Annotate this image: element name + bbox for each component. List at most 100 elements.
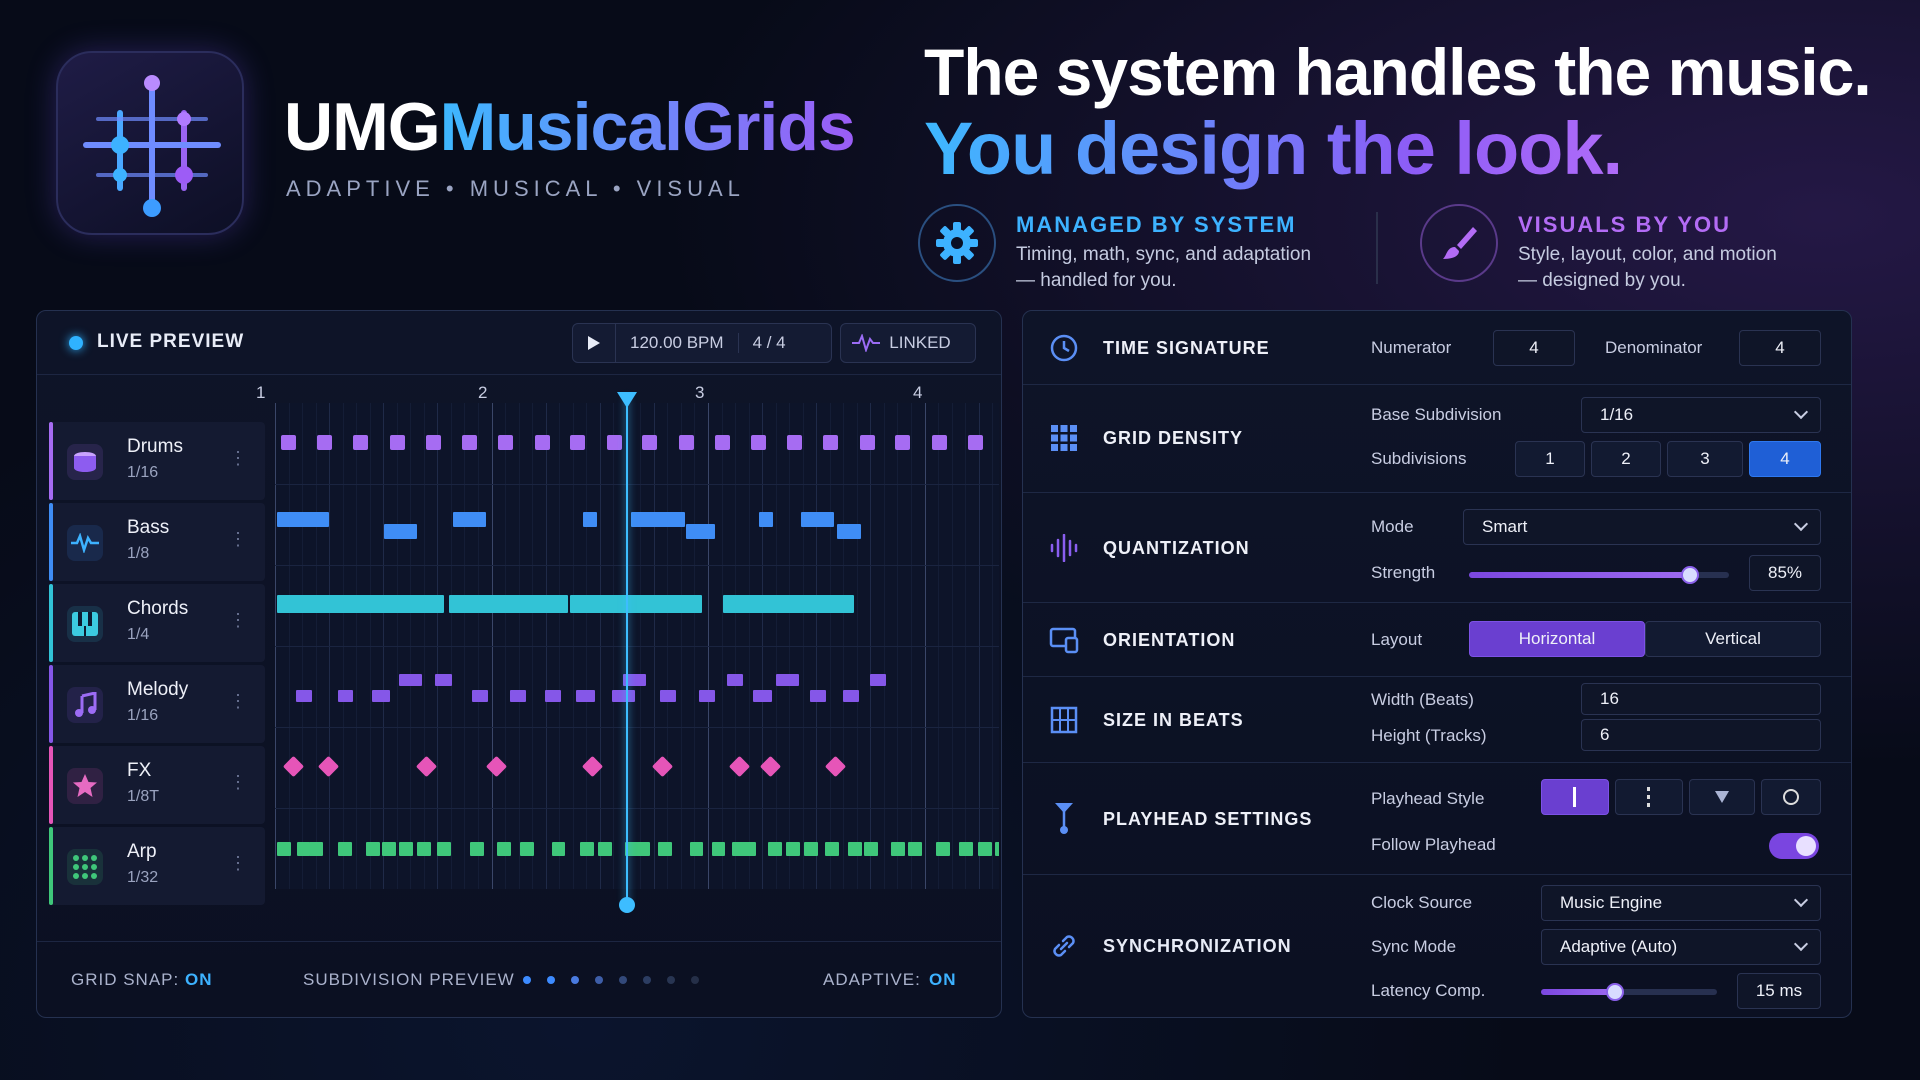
kebab-menu-icon[interactable]: ⋮ xyxy=(229,772,247,792)
note-arp[interactable] xyxy=(891,842,905,856)
layout-vertical-option[interactable]: Vertical xyxy=(1645,621,1821,657)
note-arp[interactable] xyxy=(366,842,380,856)
note-drums[interactable] xyxy=(679,435,695,450)
note-drums[interactable] xyxy=(570,435,586,450)
numerator-input[interactable]: 4 xyxy=(1493,330,1575,366)
note-arp[interactable] xyxy=(469,842,484,856)
subdivision-option-1[interactable]: 1 xyxy=(1515,441,1585,477)
note-melody[interactable] xyxy=(471,690,488,702)
note-fx[interactable] xyxy=(728,755,750,778)
note-fx[interactable] xyxy=(760,755,782,778)
note-arp[interactable] xyxy=(338,842,352,856)
note-bass[interactable] xyxy=(631,512,685,527)
link-button[interactable]: LINKED xyxy=(840,323,976,363)
note-fx[interactable] xyxy=(318,755,340,778)
track-row-fx[interactable]: FX 1/8T ⋮ xyxy=(49,746,265,824)
note-melody[interactable] xyxy=(752,690,773,702)
note-melody[interactable] xyxy=(869,674,886,686)
note-arp[interactable] xyxy=(277,842,291,856)
note-melody[interactable] xyxy=(545,690,561,702)
clock-source-select[interactable]: Music Engine xyxy=(1541,885,1821,921)
kebab-menu-icon[interactable]: ⋮ xyxy=(229,853,247,873)
subdivision-option-4[interactable]: 4 xyxy=(1749,441,1821,477)
track-row-arp[interactable]: Arp 1/32 ⋮ xyxy=(49,827,265,905)
adaptive-value[interactable]: ON xyxy=(929,970,957,989)
note-arp[interactable] xyxy=(804,842,819,856)
note-fx[interactable] xyxy=(485,755,507,778)
note-drums[interactable] xyxy=(498,435,514,450)
note-arp[interactable] xyxy=(767,842,782,856)
track-row-melody[interactable]: Melody 1/16 ⋮ xyxy=(49,665,265,743)
note-bass[interactable] xyxy=(686,524,716,539)
play-button[interactable] xyxy=(573,324,616,362)
note-melody[interactable] xyxy=(843,690,859,702)
note-melody[interactable] xyxy=(296,690,312,702)
kebab-menu-icon[interactable]: ⋮ xyxy=(229,448,247,468)
note-drums[interactable] xyxy=(317,435,333,450)
note-drums[interactable] xyxy=(931,435,947,450)
note-melody[interactable] xyxy=(371,690,390,702)
note-arp[interactable] xyxy=(436,842,451,856)
layout-horizontal-option[interactable]: Horizontal xyxy=(1469,621,1645,657)
denominator-input[interactable]: 4 xyxy=(1739,330,1821,366)
note-arp[interactable] xyxy=(959,842,974,856)
track-row-chords[interactable]: Chords 1/4 ⋮ xyxy=(49,584,265,662)
subdivision-option-3[interactable]: 3 xyxy=(1667,441,1743,477)
tempo-value[interactable]: 120.00 BPM xyxy=(630,333,724,352)
note-chords[interactable] xyxy=(722,595,855,613)
subdivision-option-2[interactable]: 2 xyxy=(1591,441,1661,477)
note-chords[interactable] xyxy=(570,595,702,613)
note-arp[interactable] xyxy=(825,842,839,856)
note-arp[interactable] xyxy=(864,842,879,856)
note-arp[interactable] xyxy=(417,842,432,856)
note-arp[interactable] xyxy=(519,842,534,856)
playhead-style-dotted-option[interactable] xyxy=(1615,779,1683,815)
note-bass[interactable] xyxy=(452,512,486,527)
quantize-mode-select[interactable]: Smart xyxy=(1463,509,1821,545)
note-chords[interactable] xyxy=(449,595,568,613)
note-bass[interactable] xyxy=(800,512,834,527)
strength-slider-knob[interactable] xyxy=(1681,566,1699,584)
note-drums[interactable] xyxy=(425,435,441,450)
note-drums[interactable] xyxy=(787,435,803,450)
latency-slider-knob[interactable] xyxy=(1605,983,1624,1001)
note-arp[interactable] xyxy=(848,842,863,856)
note-melody[interactable] xyxy=(775,674,799,686)
note-melody[interactable] xyxy=(509,690,526,702)
note-drums[interactable] xyxy=(534,435,550,450)
width-beats-input[interactable]: 16 xyxy=(1581,683,1821,715)
note-arp[interactable] xyxy=(936,842,951,856)
note-bass[interactable] xyxy=(277,512,330,527)
note-arp[interactable] xyxy=(551,842,566,856)
note-drums[interactable] xyxy=(823,435,839,450)
kebab-menu-icon[interactable]: ⋮ xyxy=(229,529,247,549)
note-arp[interactable] xyxy=(908,842,922,856)
note-bass[interactable] xyxy=(384,524,418,539)
note-drums[interactable] xyxy=(859,435,875,450)
note-melody[interactable] xyxy=(575,690,596,702)
note-drums[interactable] xyxy=(967,435,983,450)
note-melody[interactable] xyxy=(337,690,354,702)
playhead-style-triangle-option[interactable] xyxy=(1689,779,1755,815)
playhead-bottom-handle[interactable] xyxy=(619,897,635,913)
note-arp[interactable] xyxy=(689,842,704,856)
note-arp[interactable] xyxy=(657,842,672,856)
base-subdivision-select[interactable]: 1/16 xyxy=(1581,397,1821,433)
note-drums[interactable] xyxy=(281,435,296,450)
note-arp[interactable] xyxy=(296,842,311,856)
height-tracks-input[interactable]: 6 xyxy=(1581,719,1821,751)
note-arp[interactable] xyxy=(624,842,639,856)
note-arp[interactable] xyxy=(742,842,756,856)
note-melody[interactable] xyxy=(810,690,826,702)
note-bass[interactable] xyxy=(759,512,773,527)
playhead[interactable] xyxy=(617,392,637,913)
follow-playhead-toggle[interactable] xyxy=(1769,833,1819,859)
note-drums[interactable] xyxy=(751,435,767,450)
note-arp[interactable] xyxy=(635,842,650,856)
note-drums[interactable] xyxy=(895,435,911,450)
note-chords[interactable] xyxy=(277,595,445,613)
note-melody[interactable] xyxy=(435,674,453,686)
note-arp[interactable] xyxy=(399,842,413,856)
kebab-menu-icon[interactable]: ⋮ xyxy=(229,691,247,711)
note-arp[interactable] xyxy=(496,842,511,856)
